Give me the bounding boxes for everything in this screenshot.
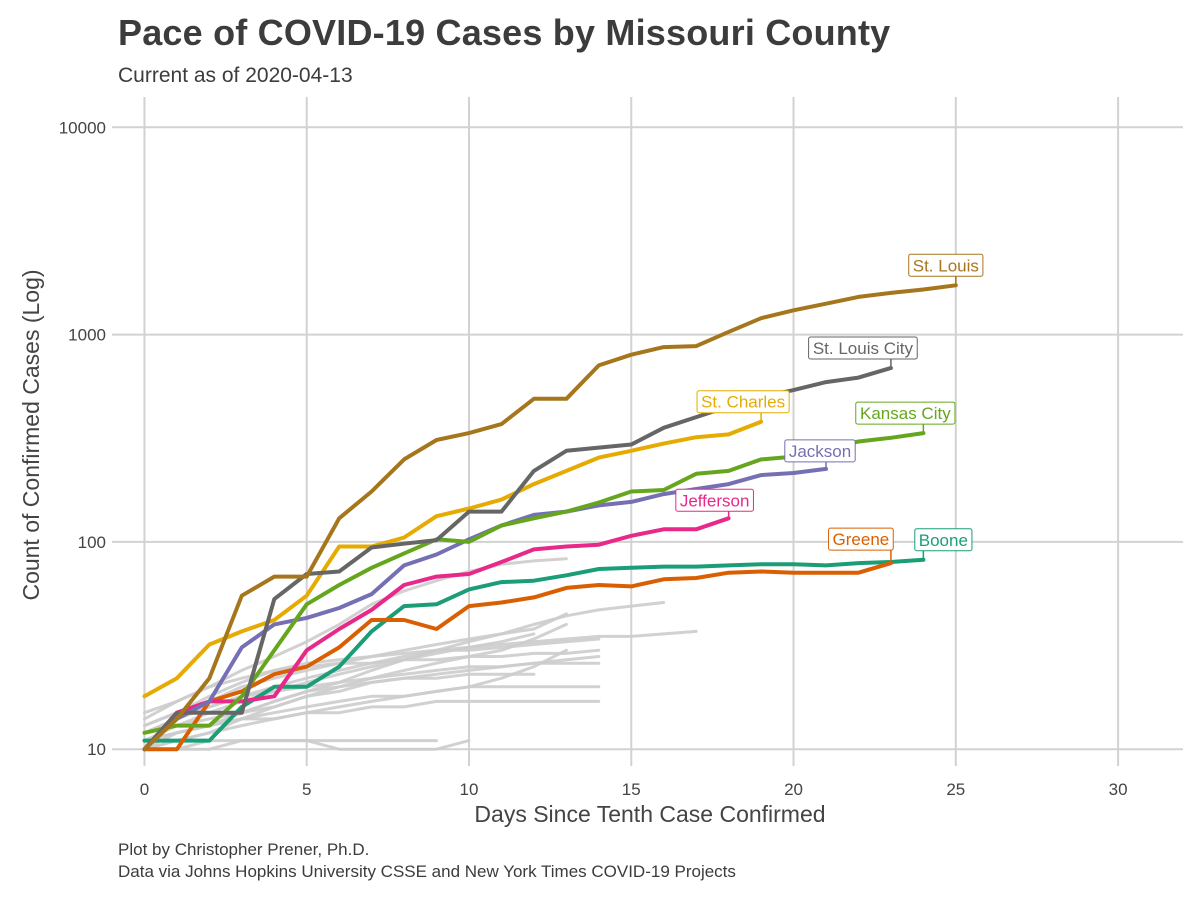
label-jackson: Jackson bbox=[784, 439, 856, 469]
x-axis-title: Days Since Tenth Case Confirmed bbox=[474, 801, 825, 827]
background-line-other-14 bbox=[143, 622, 568, 735]
label-box-jefferson bbox=[675, 488, 754, 512]
label-layer: St. Louis St. Louis City St. Charles Kansas… bbox=[675, 253, 984, 564]
label-greene: Greene bbox=[828, 527, 894, 564]
label-st-louis-city: St. Louis City bbox=[808, 336, 918, 369]
x-tick-label-0: 0 bbox=[140, 780, 149, 799]
background-line-other-8 bbox=[143, 672, 536, 735]
label-text-jefferson: Jefferson bbox=[680, 491, 750, 510]
label-text-jackson: Jackson bbox=[789, 442, 851, 461]
x-tick-label-25: 25 bbox=[946, 780, 965, 799]
caption-source: Data via Johns Hopkins University CSSE a… bbox=[118, 862, 736, 881]
y-tick-label-1000: 1000 bbox=[68, 326, 106, 345]
label-box-kansas-city bbox=[855, 401, 956, 425]
series-line-jefferson bbox=[142, 516, 731, 752]
background-line-other-12 bbox=[143, 739, 471, 751]
tick-label-layer: 0 5 10 15 20 25 30 10 100 1000 10000 bbox=[59, 118, 1128, 799]
series-line-boone bbox=[142, 557, 926, 743]
label-box-greene bbox=[828, 527, 894, 551]
label-box-jackson bbox=[784, 439, 856, 463]
x-tick-label-30: 30 bbox=[1109, 780, 1128, 799]
label-box-boone bbox=[914, 528, 973, 552]
x-tick-label-20: 20 bbox=[784, 780, 803, 799]
label-box-st-charles bbox=[696, 390, 790, 414]
label-jefferson: Jefferson bbox=[675, 488, 754, 519]
label-text-st-charles: St. Charles bbox=[701, 393, 785, 412]
label-st-charles: St. Charles bbox=[696, 390, 790, 422]
chart-subtitle: Current as of 2020-04-13 bbox=[118, 64, 353, 87]
label-boone: Boone bbox=[914, 528, 973, 560]
label-kansas-city: Kansas City bbox=[855, 401, 956, 434]
y-tick-label-10000: 10000 bbox=[59, 118, 106, 137]
label-text-st-louis-city: St. Louis City bbox=[813, 339, 914, 358]
chart-title: Pace of COVID-19 Cases by Missouri Count… bbox=[118, 12, 891, 53]
label-text-boone: Boone bbox=[919, 531, 968, 550]
x-tick-label-15: 15 bbox=[622, 780, 641, 799]
y-tick-label-10: 10 bbox=[87, 740, 106, 759]
caption-author: Plot by Christopher Prener, Ph.D. bbox=[118, 840, 370, 859]
label-text-st-louis: St. Louis bbox=[913, 256, 979, 275]
label-text-kansas-city: Kansas City bbox=[860, 404, 951, 423]
series-line-greene bbox=[142, 561, 893, 752]
label-st-louis: St. Louis bbox=[908, 253, 984, 286]
label-box-st-louis bbox=[908, 253, 984, 277]
label-text-greene: Greene bbox=[833, 530, 890, 549]
series-line-st-louis bbox=[142, 283, 958, 752]
label-box-st-louis-city bbox=[808, 336, 918, 360]
background-line-other-13 bbox=[143, 648, 568, 751]
grid-layer bbox=[112, 97, 1183, 766]
background-line-other-5 bbox=[143, 648, 601, 721]
x-tick-label-10: 10 bbox=[460, 780, 479, 799]
x-tick-label-5: 5 bbox=[302, 780, 311, 799]
y-tick-label-100: 100 bbox=[78, 533, 106, 552]
series-line-st-charles bbox=[142, 419, 764, 699]
y-axis-title: Count of Confirmed Cases (Log) bbox=[18, 269, 44, 600]
